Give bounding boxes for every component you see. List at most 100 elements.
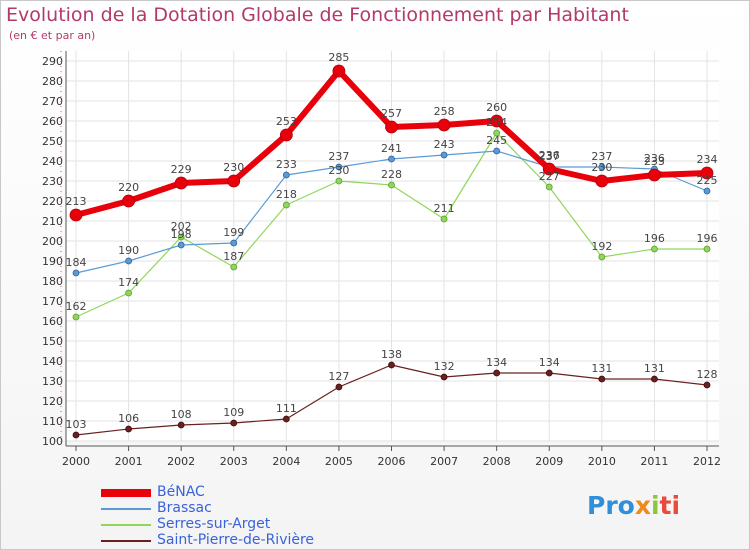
data-label: 132 xyxy=(434,360,455,373)
y-tick-label: 240 xyxy=(42,155,63,168)
data-label: 258 xyxy=(434,105,455,118)
data-label: 190 xyxy=(118,244,139,257)
data-point xyxy=(542,162,556,176)
data-point xyxy=(72,431,80,439)
x-tick-label: 2007 xyxy=(430,455,458,468)
data-label: 285 xyxy=(328,51,349,64)
data-point xyxy=(385,120,398,134)
chart-title: Evolution de la Dotation Globale de Fonc… xyxy=(6,4,629,26)
y-tick-label: 120 xyxy=(42,395,63,408)
y-tick-label: 270 xyxy=(42,95,63,108)
y-tick-label: 150 xyxy=(42,335,63,348)
y-tick-label: 250 xyxy=(42,135,63,148)
data-point xyxy=(332,64,346,78)
logo-part-4: ti xyxy=(659,491,681,520)
data-label: 229 xyxy=(171,163,192,176)
logo-part-3: i xyxy=(650,491,660,520)
data-label: 228 xyxy=(381,168,402,181)
data-point xyxy=(69,208,83,222)
x-tick-label: 2001 xyxy=(115,455,143,468)
data-point xyxy=(230,239,238,247)
data-point xyxy=(335,163,343,171)
x-tick-label: 2005 xyxy=(325,455,353,468)
data-point xyxy=(230,419,238,427)
data-label: 230 xyxy=(223,161,244,174)
data-point xyxy=(227,174,241,188)
data-label: 260 xyxy=(486,101,507,114)
data-label: 225 xyxy=(697,174,718,187)
legend-swatch xyxy=(101,524,151,526)
data-label: 241 xyxy=(381,142,402,155)
y-tick-label: 160 xyxy=(42,315,63,328)
data-point xyxy=(651,375,658,383)
data-point xyxy=(335,177,343,185)
data-label: 184 xyxy=(66,256,87,269)
data-label: 109 xyxy=(223,406,244,419)
x-tick-label: 2012 xyxy=(693,455,721,468)
data-label: 233 xyxy=(644,155,665,168)
data-point xyxy=(388,361,395,369)
data-point xyxy=(125,425,132,433)
data-label: 162 xyxy=(66,300,87,313)
data-point xyxy=(125,289,132,297)
data-point xyxy=(700,166,714,180)
data-point xyxy=(595,174,609,188)
legend-label: BéNAC xyxy=(157,484,205,500)
data-point xyxy=(335,383,343,391)
data-label: 243 xyxy=(434,138,455,151)
y-tick-label: 140 xyxy=(42,355,63,368)
data-point xyxy=(703,187,711,195)
data-point xyxy=(493,369,501,377)
data-label: 196 xyxy=(644,232,665,245)
data-label: 218 xyxy=(276,188,297,201)
y-tick-label: 220 xyxy=(42,195,63,208)
data-label: 128 xyxy=(697,368,718,381)
proxiti-logo: Proxiti xyxy=(587,491,680,520)
data-point xyxy=(125,257,132,265)
data-label: 211 xyxy=(434,202,455,215)
data-point xyxy=(177,421,185,429)
data-point xyxy=(545,369,553,377)
data-label: 103 xyxy=(66,418,87,431)
y-tick-label: 110 xyxy=(42,415,63,428)
data-label: 199 xyxy=(223,226,244,239)
data-point xyxy=(648,168,661,182)
legend-swatch xyxy=(101,508,151,510)
data-point xyxy=(440,151,448,159)
data-point xyxy=(282,415,290,423)
data-label: 108 xyxy=(171,408,192,421)
data-point xyxy=(703,381,711,389)
data-label: 202 xyxy=(171,220,192,233)
data-point xyxy=(174,176,188,190)
y-tick-label: 210 xyxy=(42,215,63,228)
data-label: 220 xyxy=(118,181,139,194)
data-label: 111 xyxy=(276,402,297,415)
logo-part-2: x xyxy=(634,491,651,520)
data-label: 257 xyxy=(381,107,402,120)
data-point xyxy=(388,181,395,189)
x-tick-label: 2006 xyxy=(378,455,406,468)
data-point xyxy=(72,313,80,321)
data-label: 237 xyxy=(328,150,349,163)
legend-label: Saint-Pierre-de-Rivière xyxy=(157,532,315,548)
data-point xyxy=(72,269,80,277)
data-point xyxy=(230,263,238,271)
y-tick-label: 190 xyxy=(42,255,63,268)
y-tick-label: 280 xyxy=(42,75,63,88)
legend-swatch xyxy=(101,540,151,542)
data-point xyxy=(545,183,553,191)
data-point xyxy=(440,215,448,223)
y-tick-label: 100 xyxy=(42,435,63,448)
data-point xyxy=(703,245,711,253)
data-point xyxy=(388,155,395,163)
legend-swatch xyxy=(101,489,151,497)
line-chart: 1001101201301401501601701801902002102202… xyxy=(42,51,721,468)
data-point xyxy=(437,118,451,132)
legend-label: Brassac xyxy=(157,500,212,516)
data-label: 131 xyxy=(591,362,612,375)
data-label: 236 xyxy=(644,152,665,165)
data-label: 233 xyxy=(276,158,297,171)
data-label: 134 xyxy=(486,356,507,369)
data-label: 230 xyxy=(328,164,349,177)
